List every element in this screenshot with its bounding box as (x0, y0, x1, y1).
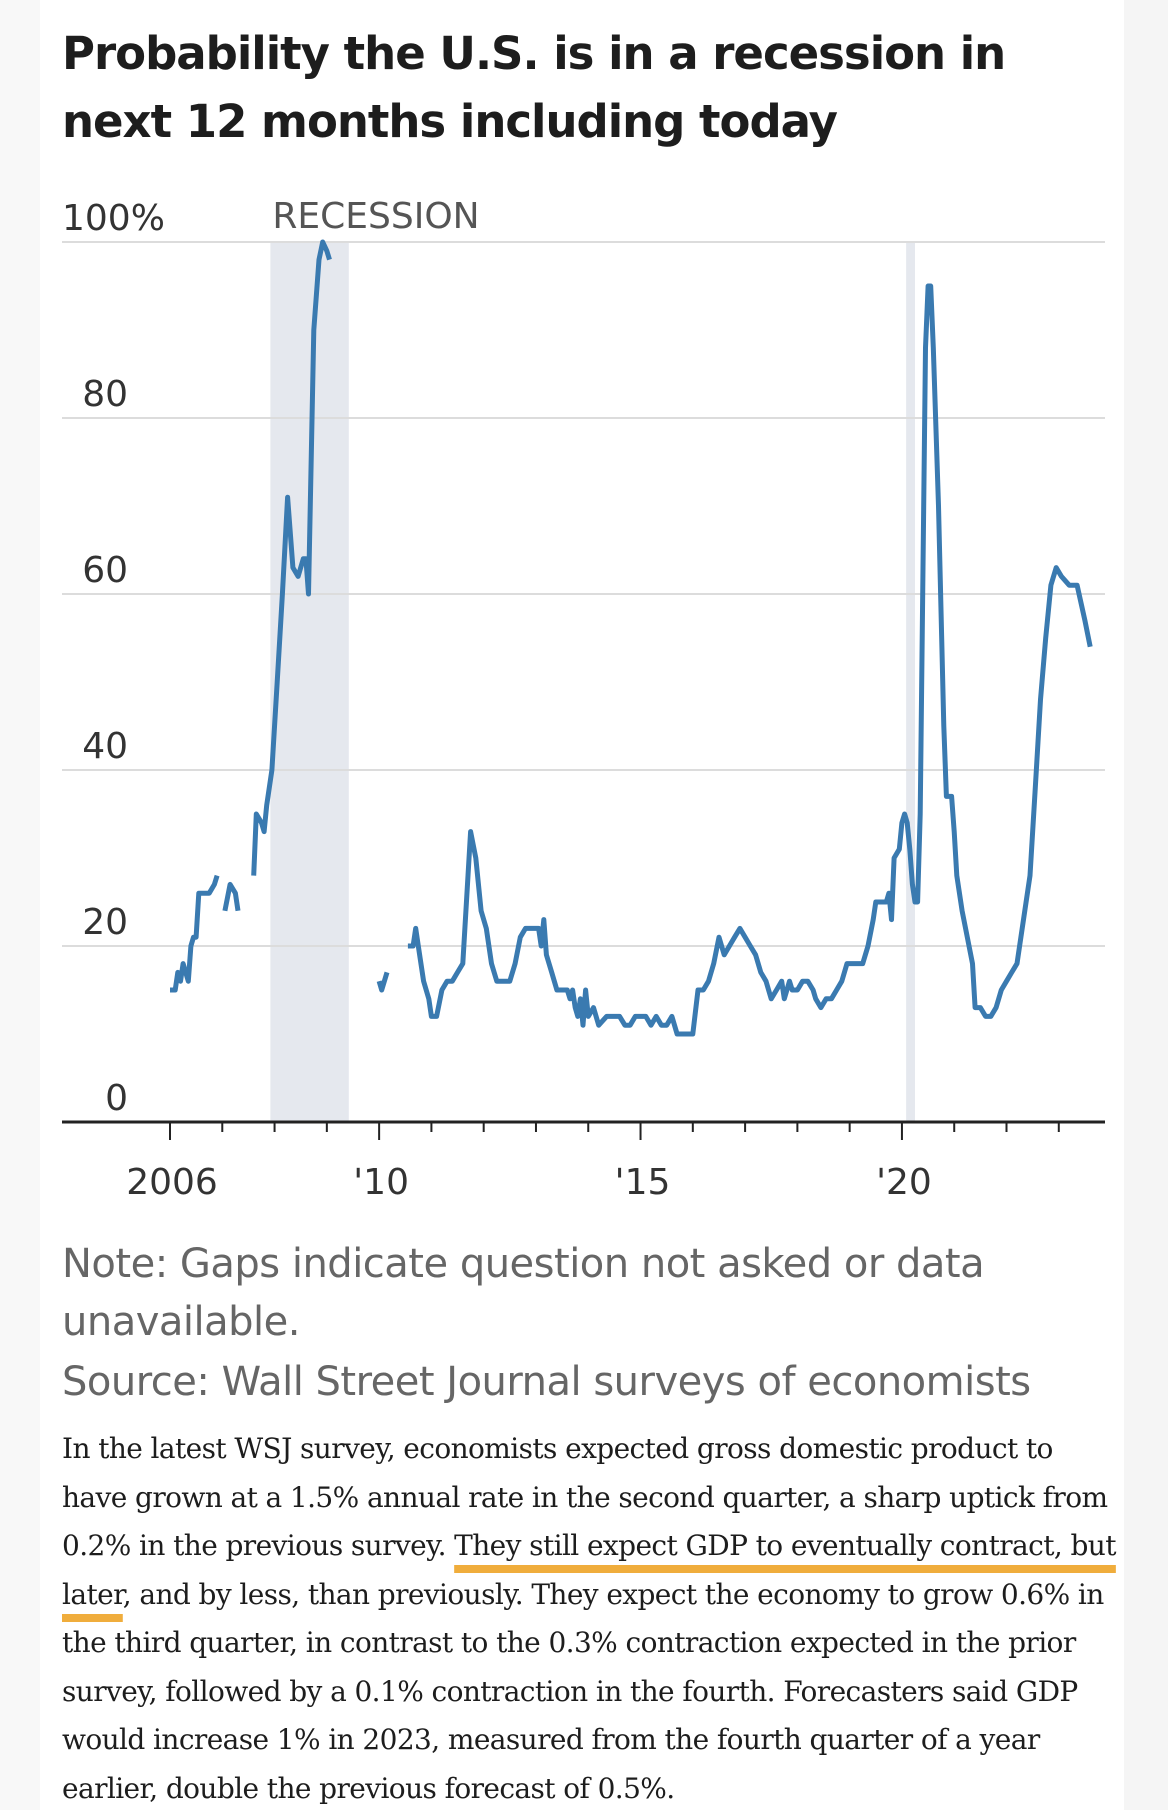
series-line-segment-3 (376, 971, 390, 993)
article-paragraph: In the latest WSJ survey, economists exp… (62, 1425, 1122, 1813)
y-tick-label-40: 40 (82, 726, 128, 767)
recession-label: RECESSION (272, 196, 479, 237)
line-chart: RECESSION 0 20 40 60 80 100% 2006 '10 '15 '20 (62, 196, 1105, 1203)
article-text-after: , and by less, than previously. They exp… (62, 1577, 1104, 1805)
article-text-before: In the latest WSJ survey, economists exp… (62, 1432, 1108, 1562)
y-tick-label-20: 20 (82, 902, 128, 943)
x-tick-label-10: '10 (353, 1162, 409, 1203)
series-line-segment-2 (251, 239, 332, 876)
left-margin (0, 0, 40, 1810)
x-tick-label-20: '20 (876, 1162, 932, 1203)
shaded-region-0 (270, 242, 349, 1122)
y-tick-label-0: 0 (105, 1078, 128, 1119)
article-highlight: They still expect GDP to eventually cont… (62, 1529, 1116, 1611)
chart-title: Probability the U.S. is in a recession i… (62, 27, 1006, 148)
y-tick-label-60: 60 (82, 550, 128, 591)
right-margin (1124, 0, 1168, 1810)
series-line-segment-0 (170, 874, 220, 993)
y-tick-label-100%: 100% (62, 198, 165, 239)
chart-note: Note: Gaps indicate question not asked o… (62, 1241, 985, 1345)
chart-source: Source: Wall Street Journal surveys of e… (62, 1359, 1031, 1405)
series-line-segment-4 (407, 283, 1093, 1037)
series-line-segment-1 (222, 881, 241, 912)
shaded-region-1 (906, 242, 916, 1122)
x-tick-label-15: '15 (615, 1162, 671, 1203)
y-tick-label-80: 80 (82, 374, 128, 415)
x-tick-label-2006: 2006 (126, 1162, 218, 1203)
